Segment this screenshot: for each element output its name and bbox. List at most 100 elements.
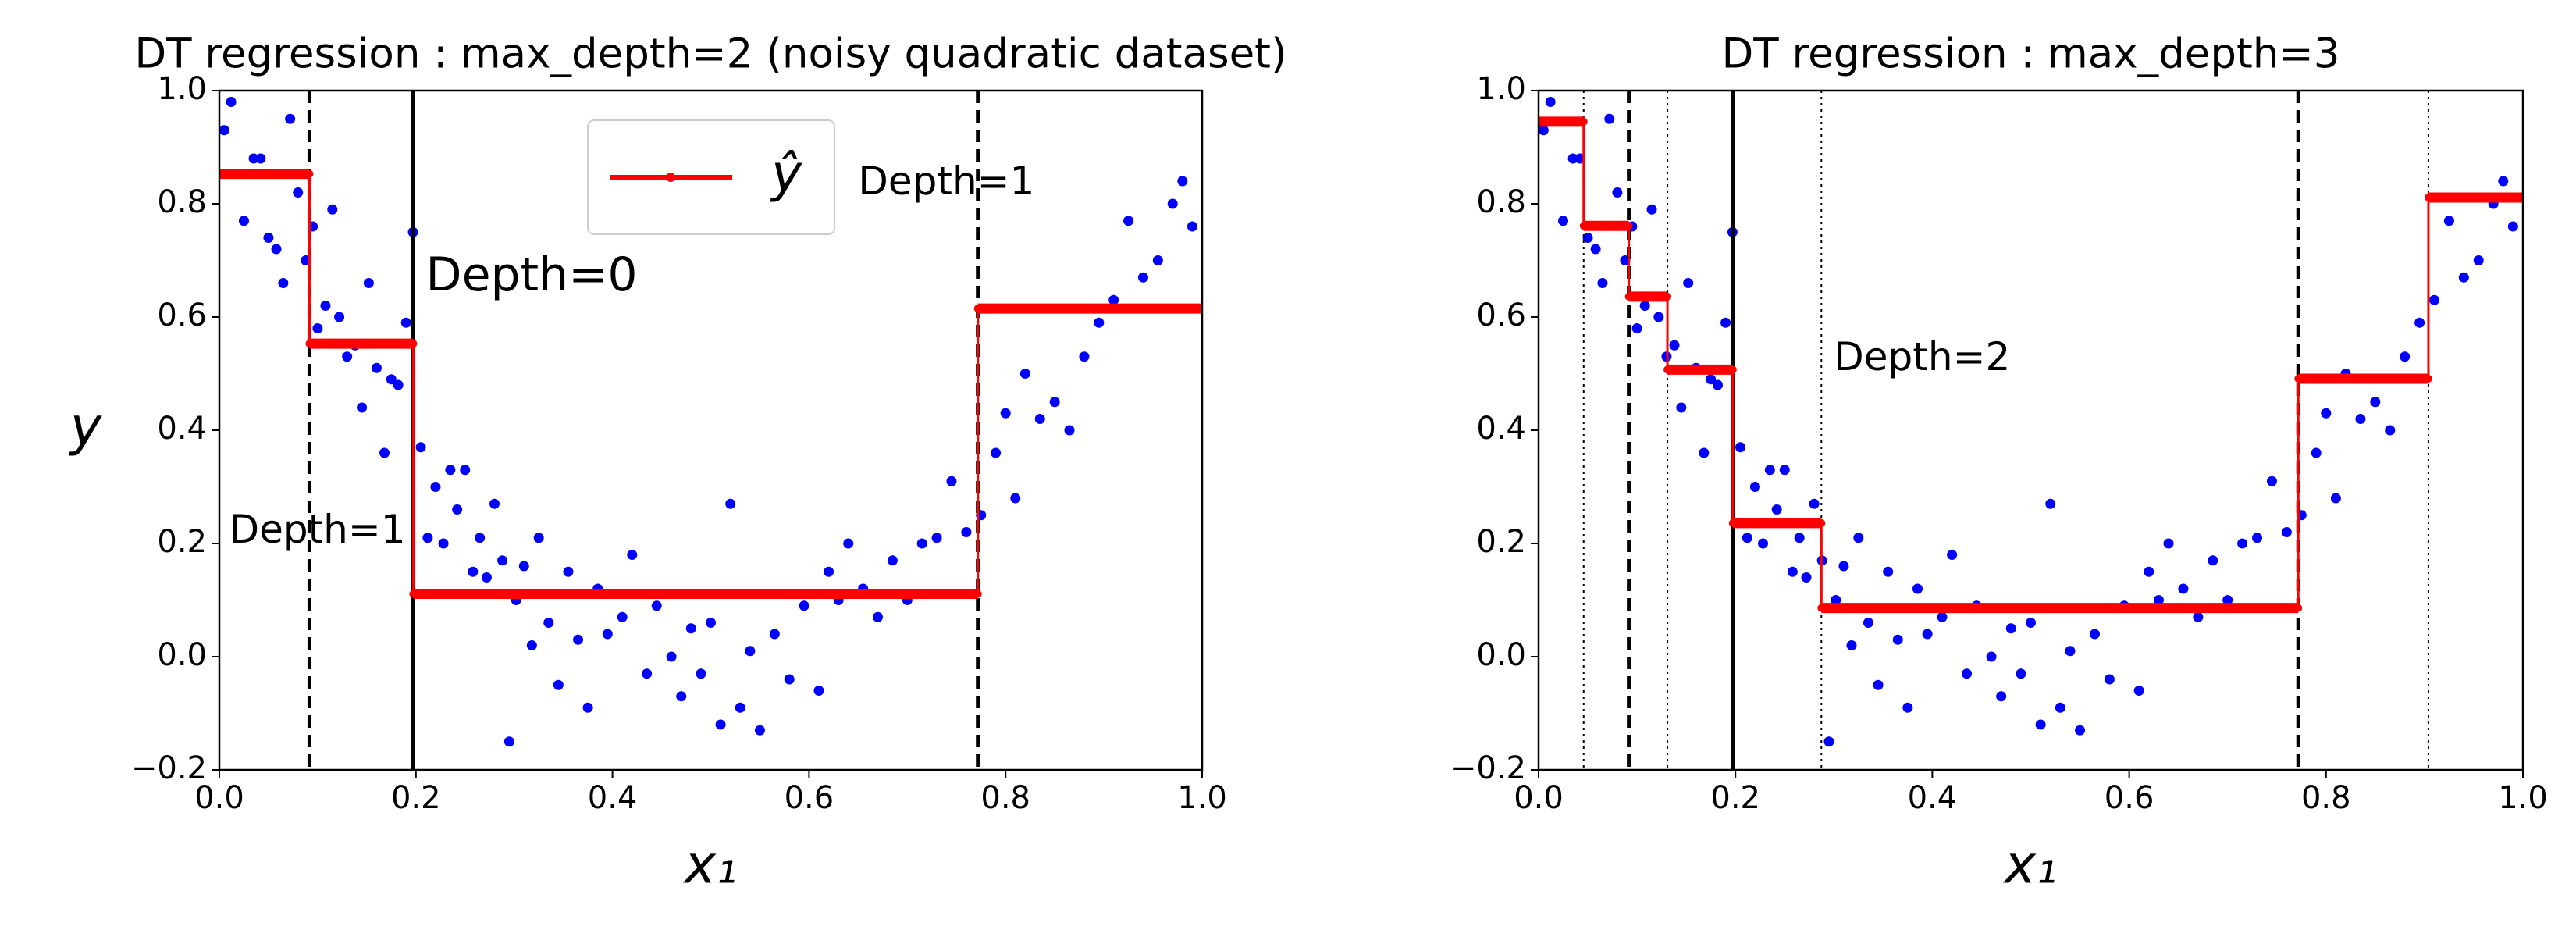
- point: [573, 634, 584, 645]
- x-tick-label: 0.8: [2301, 780, 2351, 816]
- point: [357, 402, 368, 413]
- point: [2473, 255, 2484, 265]
- point: [334, 312, 345, 322]
- point: [715, 719, 726, 730]
- point: [651, 600, 662, 611]
- point: [2075, 725, 2086, 736]
- legend-label: ŷ: [770, 144, 802, 204]
- point: [481, 572, 492, 583]
- point: [1049, 397, 1060, 408]
- prediction-dot: [1663, 365, 1672, 374]
- prediction-dot: [1728, 518, 1737, 527]
- x-tick-label: 0.4: [1908, 780, 1958, 816]
- point: [2016, 668, 2026, 679]
- point: [1801, 572, 1812, 583]
- point: [1771, 504, 1782, 515]
- point: [916, 538, 927, 549]
- point: [696, 668, 706, 679]
- point: [769, 629, 780, 640]
- point: [1152, 255, 1163, 265]
- y-tick-label: −0.2: [131, 750, 207, 786]
- chart-title: DT regression : max_depth=3: [1721, 30, 2339, 78]
- point: [1019, 369, 1030, 379]
- prediction-dot: [1663, 292, 1672, 301]
- point: [293, 187, 304, 198]
- point: [226, 97, 237, 107]
- point: [1922, 629, 1933, 640]
- point: [342, 351, 353, 362]
- point: [1123, 216, 1134, 226]
- point: [1996, 691, 2007, 702]
- y-axis-label: y: [69, 397, 102, 458]
- point: [685, 623, 696, 634]
- point: [1892, 634, 1903, 645]
- point: [489, 498, 500, 509]
- point: [518, 561, 529, 572]
- point: [1590, 244, 1601, 255]
- point: [445, 465, 456, 476]
- point: [676, 691, 687, 702]
- point: [2026, 618, 2036, 628]
- point: [1574, 153, 1585, 164]
- plot-area: [1539, 91, 2523, 770]
- point: [1094, 317, 1105, 328]
- point: [1749, 482, 1760, 492]
- point: [2178, 583, 2189, 594]
- x-axis-label: x₁: [2003, 835, 2058, 896]
- point: [503, 736, 514, 747]
- point: [1631, 323, 1642, 333]
- point: [393, 379, 404, 390]
- x-tick-label: 1.0: [2498, 780, 2548, 816]
- point: [1912, 583, 1923, 594]
- point: [1653, 312, 1664, 322]
- point: [1167, 198, 1178, 209]
- point: [1539, 125, 1549, 136]
- point: [602, 629, 613, 640]
- point: [271, 244, 282, 255]
- point: [706, 618, 716, 628]
- prediction-dot: [1624, 222, 1633, 230]
- point: [1758, 538, 1769, 549]
- point: [1846, 640, 1857, 650]
- x-tick-label: 1.0: [1177, 780, 1227, 816]
- point: [430, 482, 441, 492]
- point: [2458, 272, 2469, 283]
- point: [2355, 414, 2366, 424]
- point: [887, 555, 898, 566]
- point: [219, 125, 229, 136]
- chart-title: DT regression : max_depth=2 (noisy quadr…: [134, 30, 1286, 78]
- point: [2252, 533, 2263, 543]
- annotation: Depth=0: [425, 248, 637, 302]
- point: [1034, 414, 1045, 424]
- point: [386, 374, 397, 385]
- chart: DT regression : max_depth=2 (noisy quadr…: [69, 30, 1287, 896]
- point: [1699, 447, 1710, 458]
- y-tick-label: 0.6: [1476, 297, 1526, 333]
- point: [991, 447, 1002, 458]
- x-axis-label: x₁: [683, 835, 738, 896]
- prediction-dot: [409, 340, 418, 348]
- point: [642, 668, 653, 679]
- point: [238, 216, 249, 226]
- point: [320, 301, 331, 311]
- point: [813, 686, 824, 696]
- point: [1742, 533, 1752, 543]
- point: [1597, 278, 1608, 288]
- point: [533, 533, 544, 543]
- point: [553, 679, 564, 690]
- axes-frame: [1537, 89, 2524, 771]
- point: [285, 113, 296, 124]
- point: [2385, 425, 2396, 436]
- point: [1838, 561, 1849, 572]
- point: [2429, 294, 2440, 305]
- point: [1000, 408, 1011, 419]
- point: [2330, 493, 2341, 504]
- point: [1612, 187, 1623, 198]
- y-tick-label: 0.4: [1476, 411, 1526, 447]
- point: [2065, 646, 2076, 657]
- plot-area: [219, 91, 1202, 770]
- point: [1177, 176, 1188, 187]
- point: [666, 651, 677, 662]
